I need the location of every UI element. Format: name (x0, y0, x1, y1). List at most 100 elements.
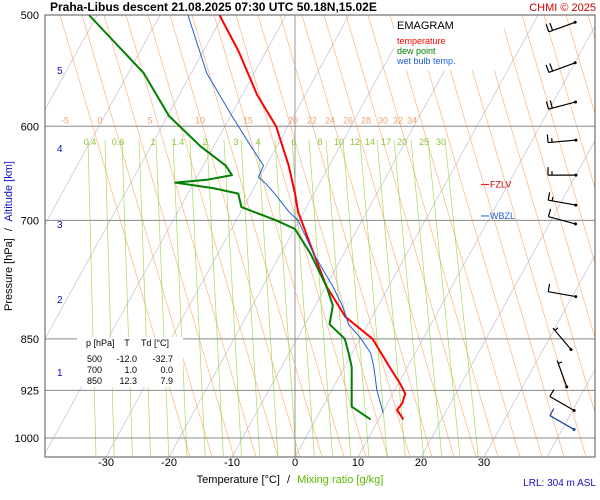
x-tick-label: 10 (352, 457, 364, 469)
launch-reference-level: LRL: 304 m ASL (523, 478, 596, 489)
dry-adiabat-line (147, 15, 279, 457)
mixing-ratio-line (359, 139, 388, 457)
y-axis-label: Pressure [hPa] / Altitude [km] (3, 161, 15, 311)
x-axis-label: Temperature [°C] / Mixing ratio [g/kg] (197, 474, 384, 486)
y-tick-label: 700 (21, 215, 39, 227)
mixing-ratio-line (121, 139, 133, 457)
y-tick-label: 500 (21, 10, 39, 22)
altitude-tick-label: 2 (57, 295, 63, 306)
chart-title: Praha-Libus descent 21.08.2025 07:30 UTC… (50, 0, 377, 14)
dry-adiabat-label: 24 (325, 115, 335, 125)
mixing-ratio-line (87, 139, 97, 457)
dry-adiabat-label: 28 (361, 115, 371, 125)
wind-barb (547, 283, 578, 299)
mixing-ratio-line (274, 139, 297, 457)
isotherm-line (294, 15, 539, 457)
mixing-ratio-label: 0.6 (112, 137, 125, 147)
x-tick-label: -20 (161, 457, 177, 469)
mixing-ratio-label: 3 (233, 137, 238, 147)
table-row-700-p: 700 (87, 365, 102, 375)
wbzl-label: WBZL (490, 211, 515, 221)
temperature-curve (218, 14, 407, 420)
dry-adiabat-line (301, 15, 433, 457)
mixing-ratio-line (155, 139, 170, 457)
copyright: CHMI © 2025 (529, 2, 596, 14)
mixing-ratio-label: 6 (291, 137, 296, 147)
wind-barb (547, 167, 578, 177)
legend-dew-point: dew point (397, 46, 436, 56)
table-row-500-td: -32.7 (152, 354, 173, 364)
mixing-ratio-line (393, 139, 424, 457)
dry-adiabat-line (345, 15, 477, 457)
wind-barb (556, 360, 569, 389)
dry-adiabat-label: 5 (147, 115, 152, 125)
wet-bulb-curve (187, 14, 384, 414)
x-axis-label-mixing: Mixing ratio [g/kg] (297, 474, 383, 486)
dry-adiabat-line (411, 15, 543, 457)
altitude-tick-label: 5 (57, 66, 63, 77)
dry-adiabat-line (125, 15, 257, 457)
mixing-ratio-line (342, 139, 370, 457)
dry-adiabat-line (477, 15, 595, 415)
y-axis-label-pressure: Pressure [hPa] (3, 238, 15, 311)
table-row-700-td: 0.0 (160, 365, 173, 375)
mixing-ratio-line (104, 139, 115, 457)
isotherm-line (45, 15, 224, 340)
y-tick-label: 1000 (15, 433, 39, 445)
chart-grid (45, 15, 595, 457)
mixing-ratio-line (172, 139, 188, 457)
sounding-curves (88, 14, 407, 421)
dry-adiabat-line (499, 15, 595, 340)
table-header-p: p [hPa] (86, 338, 115, 348)
legend-wet-bulb: wet bulb temp. (396, 56, 456, 66)
dry-adiabat-label: 0 (97, 115, 102, 125)
fzlv-marker: FZLV (481, 179, 511, 189)
mixing-ratio-line (410, 139, 443, 457)
wind-barb (547, 192, 578, 207)
dry-adiabat-line (323, 15, 455, 457)
mixing-ratio-line (138, 139, 151, 457)
mixing-ratio-label: 2 (202, 137, 207, 147)
table-header-td: Td [°C] (141, 338, 169, 348)
wind-barb (545, 61, 577, 73)
x-tick-label: 20 (415, 457, 427, 469)
dry-adiabat-line (433, 15, 565, 457)
mixing-ratio-line (308, 139, 333, 457)
mixing-ratio-label: 8 (317, 137, 322, 147)
y-axis-label-sep: / (3, 227, 15, 231)
x-tick-label: -10 (224, 457, 240, 469)
table-row-700-t: 1.0 (124, 365, 137, 375)
wind-barb (549, 408, 576, 432)
mixing-ratio-line (444, 139, 479, 457)
y-tick-label: 925 (21, 385, 39, 397)
table-row-500-t: -12.0 (116, 354, 137, 364)
legend-title: EMAGRAM (397, 20, 454, 32)
altitude-tick-label: 4 (57, 144, 63, 155)
plot-frame (44, 14, 596, 458)
isotherm-line (45, 15, 161, 226)
mixing-ratio-line (240, 139, 261, 457)
mixing-ratio-line (427, 139, 461, 457)
dry-adiabat-line (191, 15, 323, 457)
dry-adiabat-label: 10 (195, 115, 205, 125)
wind-barb (546, 134, 578, 144)
x-axis-label-sep: / (287, 474, 291, 486)
dry-adiabat-line (367, 15, 499, 457)
y-tick-label: 850 (21, 334, 39, 346)
altitude-tick-label: 3 (57, 220, 63, 231)
isotherm-line (168, 15, 413, 457)
table-row-850-t: 12.3 (119, 376, 137, 386)
dry-adiabat-line (235, 15, 367, 457)
x-axis-ticks: -30 -20 -10 0 10 20 30 (98, 457, 490, 469)
dry-adiabat-line (213, 15, 345, 457)
dew-point-curve (88, 14, 372, 421)
altitude-tick-label: 1 (57, 368, 63, 379)
mixing-ratio-line (376, 139, 406, 457)
dry-adiabat-line (257, 15, 389, 457)
mixing-ratio-label: 25 (419, 137, 429, 147)
mixing-ratio-line (206, 139, 224, 457)
dry-adiabat-line (81, 15, 213, 457)
mixing-ratio-line (189, 139, 206, 457)
y-axis-ticks: 500 600 700 850 925 1000 (15, 10, 39, 445)
